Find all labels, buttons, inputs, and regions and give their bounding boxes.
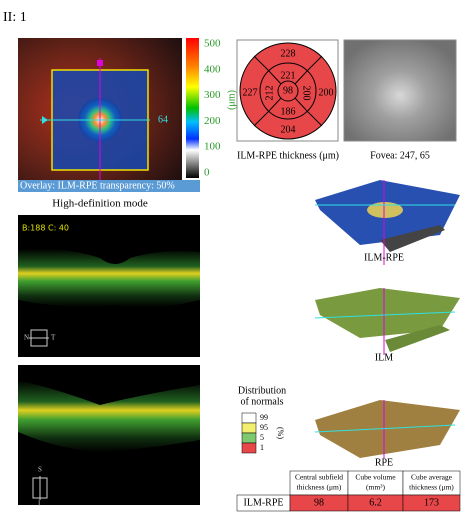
table-header: (mm³) [366,483,385,492]
legend-swatch [241,432,257,444]
map-value: 200 [301,86,312,101]
map-value: 227 [243,87,258,98]
legend-unit: (%) [276,427,285,439]
table-header-cell [402,470,461,496]
legend-label: 95 [260,423,268,432]
table-header-cell [289,470,349,496]
scale-tick: 500 [204,38,221,50]
legend-swatch [241,442,257,454]
bscan-layers [18,248,200,308]
map-value: 186 [281,106,296,117]
scale-tick: 300 [204,89,221,101]
map-value: 204 [281,124,296,135]
map-value: 228 [281,48,296,59]
bscan-layers [18,380,200,452]
orient-label: I [38,500,41,508]
map-value: 221 [281,70,296,81]
table-header: thickness (μm) [297,483,342,492]
marker [42,116,48,124]
scale-tick: 0 [204,167,210,179]
bscan-settings: B:188 C: 40 [22,224,69,233]
surface-feature [367,202,403,218]
legend-swatch [241,412,257,424]
table-header-cell [347,470,404,496]
surface-edge [380,225,445,252]
surface-label: ILM-RPE [364,252,404,263]
table-cell [402,494,461,512]
table-value: ILM-RPE [244,497,284,508]
scan-marker: 64 [158,114,168,125]
legend-swatch [241,422,257,434]
table-header: thickness (μm) [409,483,454,492]
legend-label: 1 [260,443,264,452]
table-value: 6.2 [369,497,382,508]
surface-3d [315,288,460,338]
scale-unit: (μm) [226,90,237,110]
orient-label: T [51,334,56,342]
surface-3d [315,400,460,458]
fovea-caption: Fovea: 247, 65 [370,150,430,161]
map-center [277,80,299,102]
table-header: Cube average [411,473,453,482]
legend-title: of normals [240,396,283,407]
legend-label: 99 [260,413,268,422]
surface-edge [385,325,450,352]
surface-label: RPE [375,457,393,468]
fovea-image [343,39,457,142]
mode: High-definition mode [52,198,148,210]
map-inner [259,62,317,120]
map-dividers [253,55,323,127]
surface-label: ILM [375,352,393,363]
table-header: Central subfield [295,473,343,482]
overlay-bar [18,180,200,192]
marker [97,60,103,66]
map-value: 200 [319,87,334,98]
orient-label: N [24,334,29,342]
map-value: 98 [283,85,293,96]
table-value: 98 [314,497,324,508]
overlay-text: Overlay: ILM-RPE transparency: 50% [20,180,175,191]
legend-title: Distribution [238,385,286,396]
orient-label: S [38,466,42,474]
legend-label: 5 [260,433,264,442]
surface-lines [314,180,456,458]
table-value: 173 [424,497,439,508]
table-header: Cube volume [355,473,396,482]
map-caption: ILM-RPE thickness (μm) [237,150,339,161]
map-dividers [267,69,309,113]
color-scale [186,38,199,178]
scale-tick: 200 [204,115,221,127]
scale-tick: 400 [204,63,221,75]
map-value: 212 [264,86,275,101]
figure-label: II: 1 [3,10,27,25]
scale-tick: 100 [204,141,221,153]
